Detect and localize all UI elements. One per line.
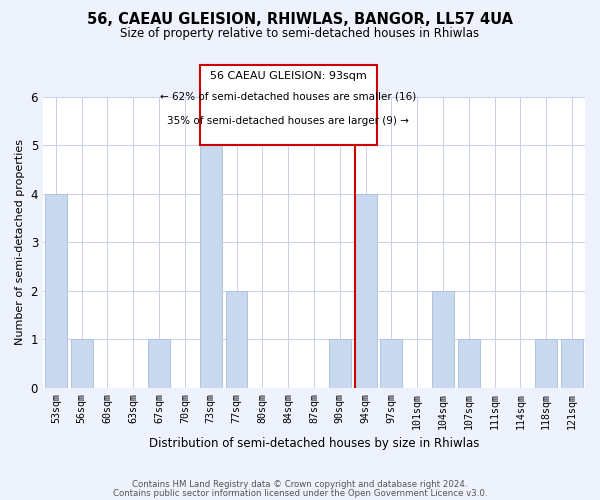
- Y-axis label: Number of semi-detached properties: Number of semi-detached properties: [15, 140, 25, 346]
- Text: 35% of semi-detached houses are larger (9) →: 35% of semi-detached houses are larger (…: [167, 116, 409, 126]
- Bar: [458, 340, 480, 388]
- Bar: [380, 340, 403, 388]
- Bar: [226, 291, 247, 388]
- FancyBboxPatch shape: [200, 65, 377, 145]
- Text: ← 62% of semi-detached houses are smaller (16): ← 62% of semi-detached houses are smalle…: [160, 92, 416, 102]
- Bar: [329, 340, 351, 388]
- Bar: [535, 340, 557, 388]
- Text: 56, CAEAU GLEISION, RHIWLAS, BANGOR, LL57 4UA: 56, CAEAU GLEISION, RHIWLAS, BANGOR, LL5…: [87, 12, 513, 28]
- Bar: [355, 194, 377, 388]
- Bar: [45, 194, 67, 388]
- Bar: [71, 340, 92, 388]
- Bar: [200, 145, 221, 388]
- Text: Contains public sector information licensed under the Open Government Licence v3: Contains public sector information licen…: [113, 489, 487, 498]
- Text: Size of property relative to semi-detached houses in Rhiwlas: Size of property relative to semi-detach…: [121, 28, 479, 40]
- Bar: [561, 340, 583, 388]
- Text: Contains HM Land Registry data © Crown copyright and database right 2024.: Contains HM Land Registry data © Crown c…: [132, 480, 468, 489]
- X-axis label: Distribution of semi-detached houses by size in Rhiwlas: Distribution of semi-detached houses by …: [149, 437, 479, 450]
- Bar: [148, 340, 170, 388]
- Text: 56 CAEAU GLEISION: 93sqm: 56 CAEAU GLEISION: 93sqm: [210, 71, 367, 81]
- Bar: [432, 291, 454, 388]
